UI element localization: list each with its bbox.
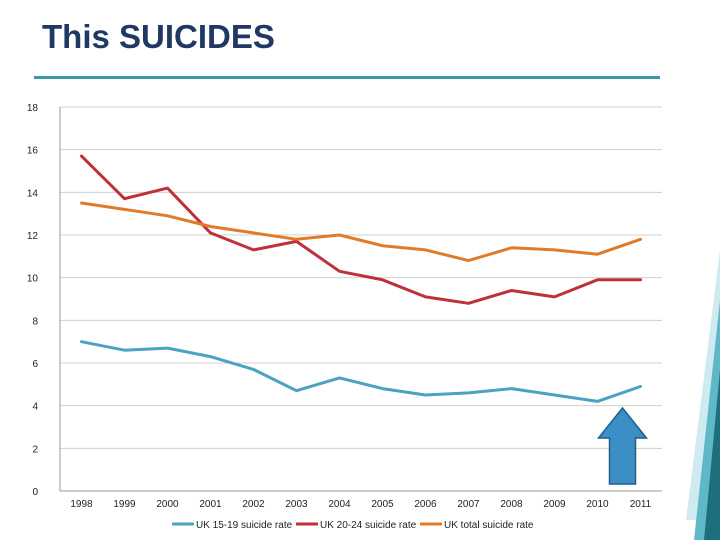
decorative-corner-shapes	[686, 250, 720, 540]
y-tick-label: 10	[27, 274, 39, 285]
title-divider	[34, 76, 660, 79]
y-tick-label: 14	[27, 188, 39, 199]
x-tick-label: 1999	[113, 499, 136, 510]
y-tick-label: 8	[32, 316, 38, 327]
x-tick-label: 2006	[414, 499, 437, 510]
x-tick-label: 2004	[328, 499, 351, 510]
series-line	[80, 340, 642, 403]
legend-label: UK total suicide rate	[444, 520, 534, 531]
up-arrow-icon	[596, 406, 649, 485]
series-lines	[80, 154, 642, 403]
x-tick-label: 2001	[199, 499, 222, 510]
y-tick-label: 0	[32, 487, 38, 498]
legend-label: UK 15-19 suicide rate	[196, 520, 293, 531]
annotation-arrow	[596, 406, 649, 485]
x-tick-label: 2010	[586, 499, 609, 510]
x-tick-label: 2002	[242, 499, 265, 510]
legend-label: UK 20-24 suicide rate	[320, 520, 417, 531]
x-tick-labels: 1998 1999 2000 2001 2002 2003 2004 2005 2006 2007…	[70, 499, 651, 510]
axes	[59, 107, 662, 492]
x-tick-label: 2008	[500, 499, 523, 510]
series-line	[80, 201, 642, 263]
deco-shape-dark	[704, 370, 720, 540]
slide-title: This SUICIDES	[42, 18, 275, 55]
x-tick-label: 2007	[457, 499, 480, 510]
y-tick-label: 18	[27, 103, 39, 114]
x-tick-label: 2011	[630, 499, 652, 510]
y-tick-label: 6	[32, 359, 38, 370]
y-tick-labels: 0 2 4 6 8 10 12 14 16 18	[27, 103, 39, 498]
y-tick-label: 12	[27, 231, 39, 242]
grid-lines	[60, 106, 662, 449]
y-tick-label: 16	[27, 146, 39, 157]
legend: UK 15-19 suicide rate UK 20-24 suicide ra…	[172, 520, 534, 531]
series-line	[80, 154, 642, 305]
y-tick-label: 2	[32, 444, 38, 455]
x-tick-label: 2003	[285, 499, 308, 510]
x-tick-label: 1998	[70, 499, 93, 510]
y-tick-label: 4	[32, 402, 38, 413]
x-tick-label: 2005	[371, 499, 394, 510]
x-tick-label: 2009	[543, 499, 566, 510]
x-tick-label: 2000	[156, 499, 179, 510]
